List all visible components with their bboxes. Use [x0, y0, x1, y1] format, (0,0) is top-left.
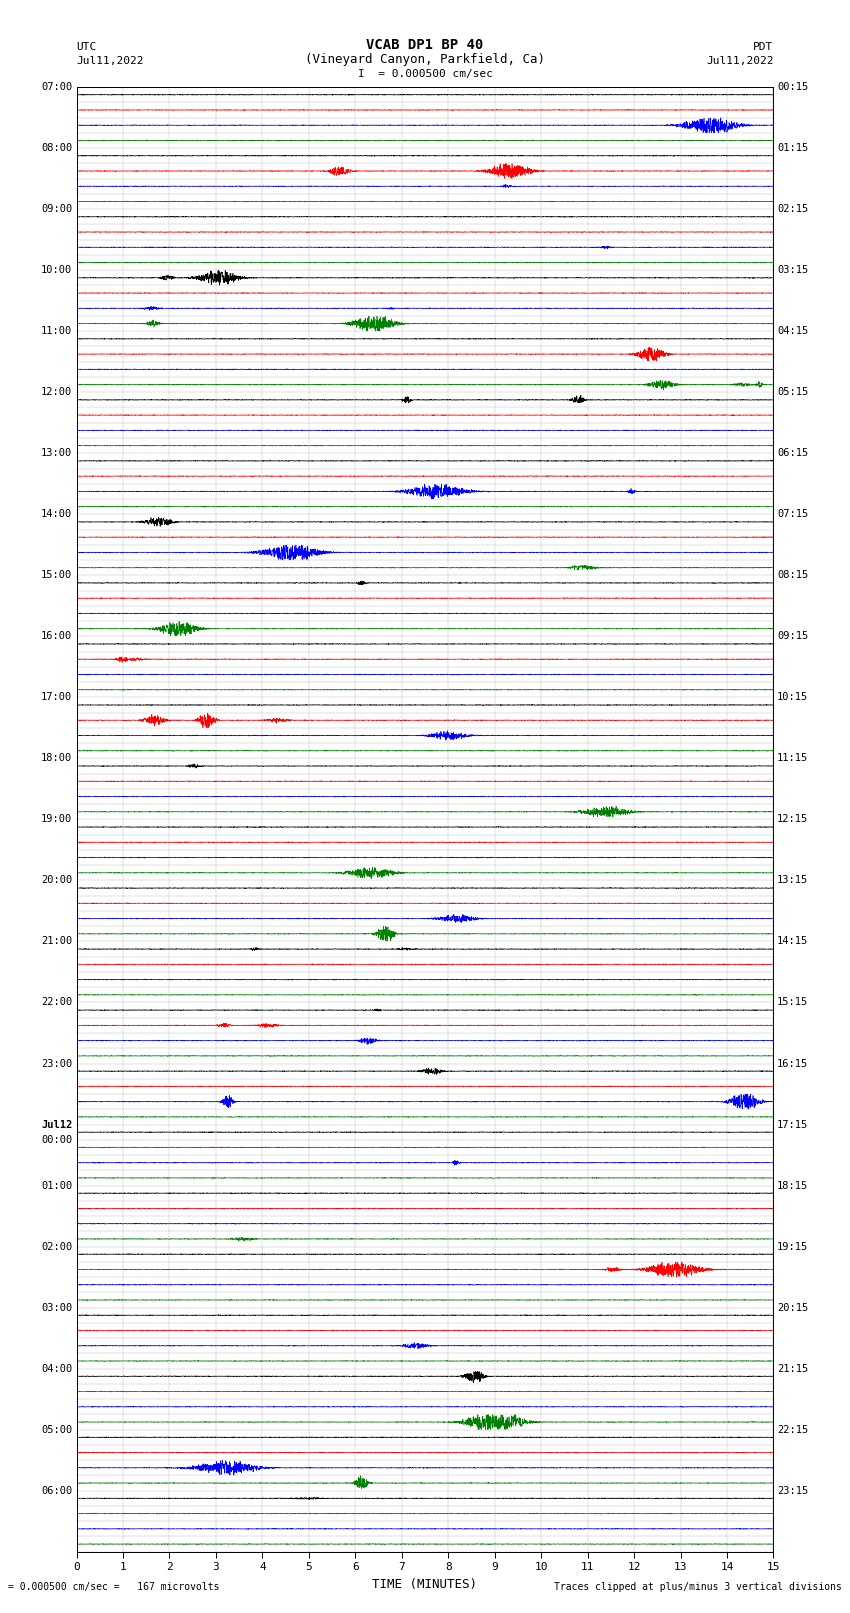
Text: Jul12: Jul12 [41, 1119, 72, 1129]
Text: 21:00: 21:00 [41, 937, 72, 947]
Text: 22:15: 22:15 [777, 1424, 808, 1434]
Text: 07:00: 07:00 [41, 82, 72, 92]
Text: 08:00: 08:00 [41, 144, 72, 153]
Text: 11:15: 11:15 [777, 753, 808, 763]
Text: 03:00: 03:00 [41, 1303, 72, 1313]
Text: 04:00: 04:00 [41, 1363, 72, 1374]
Text: 11:00: 11:00 [41, 326, 72, 336]
Text: 17:15: 17:15 [777, 1119, 808, 1129]
Text: 01:15: 01:15 [777, 144, 808, 153]
Text: 19:00: 19:00 [41, 815, 72, 824]
Text: 18:15: 18:15 [777, 1181, 808, 1190]
Text: 05:00: 05:00 [41, 1424, 72, 1434]
Text: 09:15: 09:15 [777, 631, 808, 642]
Text: 06:15: 06:15 [777, 448, 808, 458]
Text: 06:00: 06:00 [41, 1486, 72, 1495]
Text: 15:15: 15:15 [777, 997, 808, 1008]
Text: UTC: UTC [76, 42, 97, 52]
Text: (Vineyard Canyon, Parkfield, Ca): (Vineyard Canyon, Parkfield, Ca) [305, 53, 545, 66]
Text: 16:00: 16:00 [41, 631, 72, 642]
Text: 17:00: 17:00 [41, 692, 72, 702]
Text: 10:00: 10:00 [41, 265, 72, 276]
Text: 04:15: 04:15 [777, 326, 808, 336]
Text: = 0.000500 cm/sec =   167 microvolts: = 0.000500 cm/sec = 167 microvolts [8, 1582, 220, 1592]
Text: 07:15: 07:15 [777, 510, 808, 519]
Text: 13:00: 13:00 [41, 448, 72, 458]
Text: 02:00: 02:00 [41, 1242, 72, 1252]
Text: 08:15: 08:15 [777, 571, 808, 581]
Text: 20:00: 20:00 [41, 876, 72, 886]
Text: 05:15: 05:15 [777, 387, 808, 397]
Text: 03:15: 03:15 [777, 265, 808, 276]
X-axis label: TIME (MINUTES): TIME (MINUTES) [372, 1578, 478, 1590]
Text: PDT: PDT [753, 42, 774, 52]
Text: 09:00: 09:00 [41, 205, 72, 215]
Text: 21:15: 21:15 [777, 1363, 808, 1374]
Text: I  = 0.000500 cm/sec: I = 0.000500 cm/sec [358, 69, 492, 79]
Text: Jul11,2022: Jul11,2022 [76, 56, 144, 66]
Text: 20:15: 20:15 [777, 1303, 808, 1313]
Text: 00:00: 00:00 [41, 1136, 72, 1145]
Text: 19:15: 19:15 [777, 1242, 808, 1252]
Text: 10:15: 10:15 [777, 692, 808, 702]
Text: Jul11,2022: Jul11,2022 [706, 56, 774, 66]
Text: 14:15: 14:15 [777, 937, 808, 947]
Text: Traces clipped at plus/minus 3 vertical divisions: Traces clipped at plus/minus 3 vertical … [553, 1582, 842, 1592]
Text: 12:15: 12:15 [777, 815, 808, 824]
Text: 12:00: 12:00 [41, 387, 72, 397]
Text: 01:00: 01:00 [41, 1181, 72, 1190]
Text: 15:00: 15:00 [41, 571, 72, 581]
Text: 23:00: 23:00 [41, 1058, 72, 1068]
Text: 13:15: 13:15 [777, 876, 808, 886]
Text: 00:15: 00:15 [777, 82, 808, 92]
Text: 02:15: 02:15 [777, 205, 808, 215]
Text: 16:15: 16:15 [777, 1058, 808, 1068]
Text: 22:00: 22:00 [41, 997, 72, 1008]
Text: 14:00: 14:00 [41, 510, 72, 519]
Text: 18:00: 18:00 [41, 753, 72, 763]
Text: VCAB DP1 BP 40: VCAB DP1 BP 40 [366, 37, 484, 52]
Text: 23:15: 23:15 [777, 1486, 808, 1495]
